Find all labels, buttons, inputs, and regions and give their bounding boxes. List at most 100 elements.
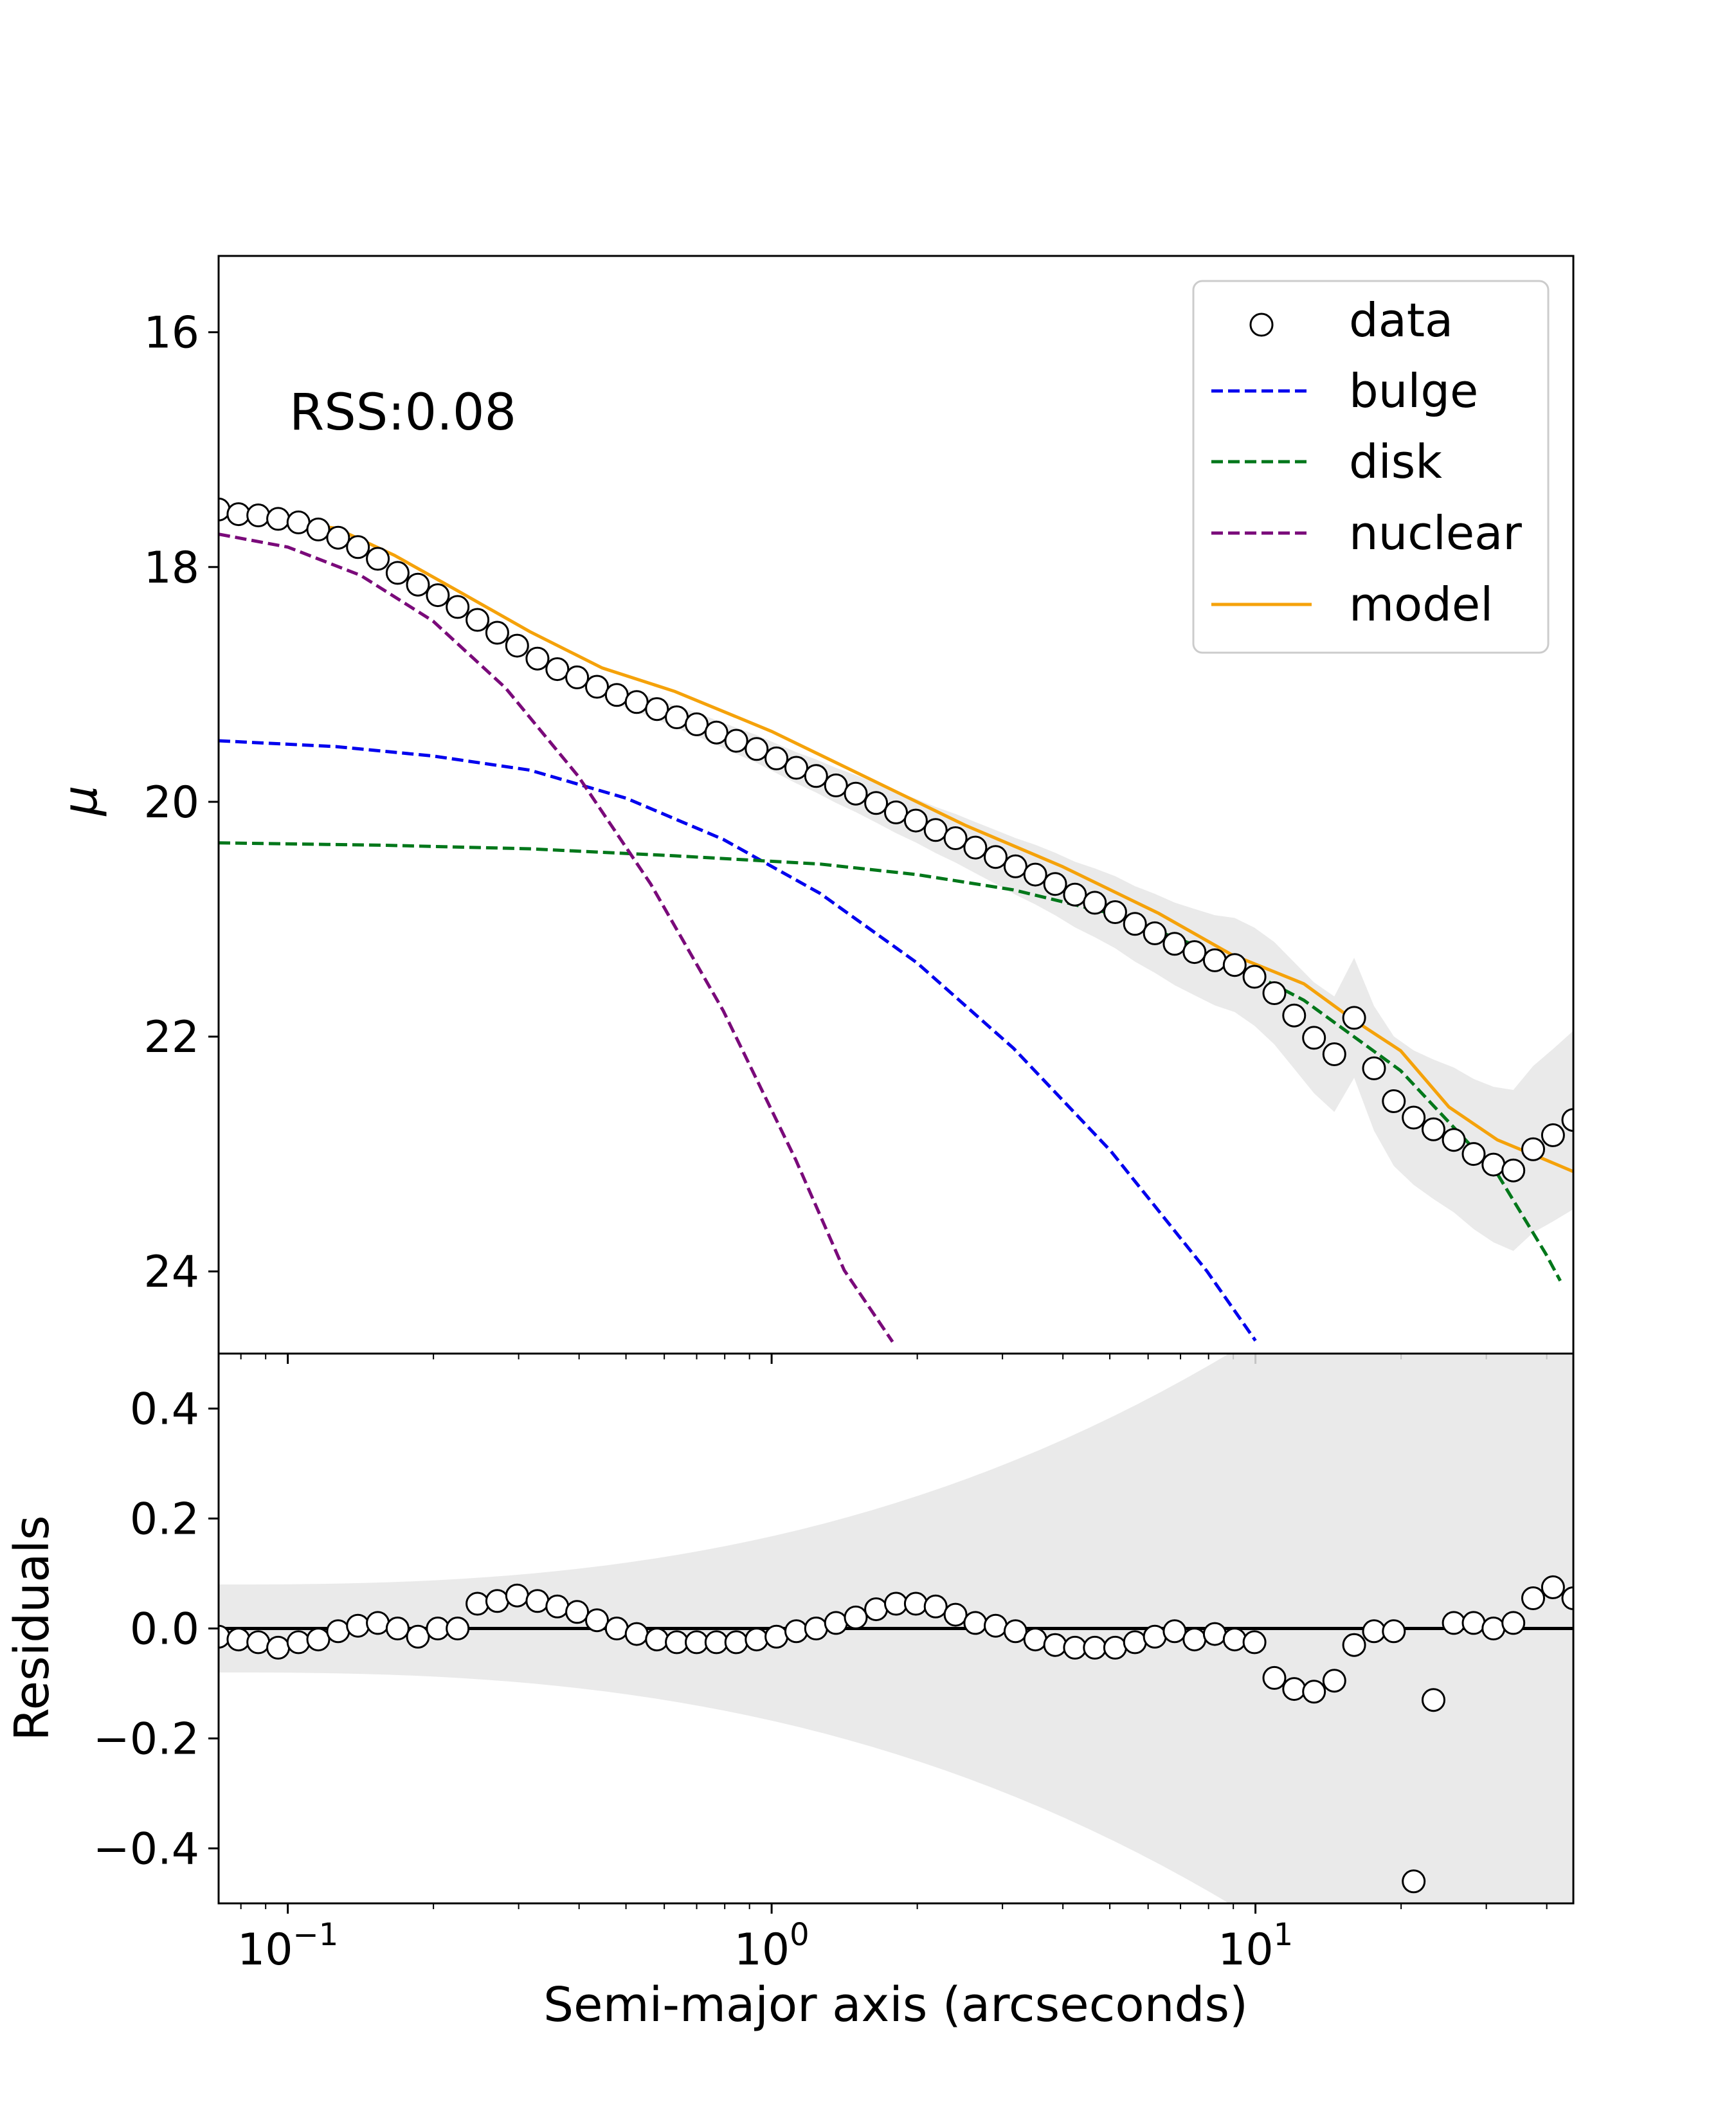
rss-annotation: RSS:0.08	[289, 384, 516, 442]
legend-data-marker	[1249, 313, 1274, 337]
residual-point	[824, 1611, 848, 1635]
data-point	[685, 712, 709, 736]
data-point	[346, 535, 370, 559]
residual-point	[1362, 1619, 1386, 1644]
residual-point	[804, 1617, 828, 1640]
legend-label-data: data	[1349, 293, 1453, 347]
bottom-y-tick-label: 0.0	[130, 1604, 199, 1655]
residual-point	[286, 1630, 311, 1655]
nuclear-curve	[219, 532, 894, 1343]
data-point	[1382, 1089, 1406, 1113]
residual-point	[685, 1630, 709, 1655]
residual-point	[943, 1602, 968, 1627]
residual-point	[1402, 1869, 1426, 1894]
data-point	[884, 800, 908, 824]
data-point	[1043, 872, 1067, 896]
data-point	[724, 729, 748, 753]
data-point	[1322, 1042, 1346, 1066]
data-point	[645, 697, 669, 721]
residual-point	[1063, 1635, 1087, 1660]
data-point	[1063, 882, 1087, 907]
residual-point	[1083, 1635, 1107, 1660]
data-point	[1003, 854, 1027, 878]
x-axis-title: Semi-major axis (arcseconds)	[543, 1977, 1248, 2033]
data-point	[485, 621, 509, 645]
residual-point	[1242, 1630, 1267, 1655]
residual-point	[385, 1617, 410, 1640]
bottom-y-tick-label: −0.4	[93, 1824, 199, 1875]
top-band-area	[219, 505, 1573, 1251]
data-point	[1023, 862, 1047, 887]
data-point	[963, 835, 988, 860]
residual-point	[1382, 1619, 1406, 1644]
model-curve	[219, 514, 1573, 1174]
top-y-tick-label: 20	[143, 777, 199, 828]
data-point	[1461, 1142, 1486, 1166]
data-point	[923, 818, 948, 842]
data-point	[585, 675, 609, 699]
data-point	[545, 657, 570, 682]
residual-point	[485, 1589, 509, 1613]
residual-point	[1342, 1633, 1366, 1657]
top-y-ticks: 16 18 20 22 24	[143, 308, 219, 1298]
top-y-tick-label: 24	[143, 1247, 199, 1298]
residual-point	[1143, 1624, 1167, 1649]
legend-label-bulge: bulge	[1349, 364, 1478, 418]
data-point	[1123, 912, 1147, 936]
bottom-y-axis-title: Residuals	[5, 1515, 60, 1741]
data-point	[505, 633, 529, 658]
bulge-curve	[219, 739, 1257, 1342]
residual-point	[406, 1624, 430, 1649]
data-point	[624, 690, 649, 714]
data-point	[864, 791, 889, 815]
bottom-x-ticks: 10−1 100 101	[237, 1903, 1548, 1975]
residual-point	[525, 1589, 550, 1613]
residual-point	[1521, 1586, 1545, 1610]
data-point	[426, 583, 450, 608]
residual-point	[1442, 1611, 1466, 1635]
residual-point	[665, 1630, 689, 1655]
residual-point	[1043, 1633, 1067, 1657]
data-point	[1242, 965, 1267, 989]
data-point	[1103, 900, 1127, 924]
data-point	[784, 756, 808, 780]
data-point	[665, 705, 689, 729]
residual-point	[963, 1611, 988, 1635]
top-y-tick-label: 22	[143, 1012, 199, 1063]
data-point	[446, 595, 470, 619]
residual-point	[1561, 1586, 1573, 1610]
data-point	[525, 646, 550, 671]
data-point	[466, 608, 490, 632]
data-point	[1481, 1152, 1506, 1177]
residual-point	[366, 1611, 390, 1635]
x-tick-label: 101	[1218, 1917, 1293, 1975]
residual-point	[226, 1628, 251, 1652]
top-uncertainty-band	[219, 505, 1573, 1251]
data-point	[943, 826, 968, 850]
bottom-panel: 0.4 0.2 0.0 −0.2 −0.4 10−1 100 101 Residuals S…	[5, 1352, 1575, 2033]
residual-point	[844, 1605, 868, 1629]
residual-point	[346, 1613, 370, 1638]
legend-label-disk: disk	[1349, 435, 1442, 489]
data-point	[326, 525, 350, 550]
residual-point	[1461, 1611, 1486, 1635]
residual-point	[1422, 1688, 1445, 1712]
data-point	[565, 665, 590, 689]
data-point	[286, 510, 311, 534]
data-point	[1143, 921, 1167, 945]
data-point	[1282, 1003, 1307, 1028]
residual-point	[704, 1630, 728, 1655]
residual-point	[446, 1617, 470, 1640]
residual-point	[1282, 1677, 1307, 1701]
data-point	[1342, 1006, 1366, 1030]
residual-point	[724, 1630, 748, 1655]
data-point	[385, 561, 410, 585]
data-point	[1561, 1108, 1573, 1132]
residual-point	[1302, 1680, 1326, 1704]
residual-point	[645, 1628, 669, 1652]
residual-point	[1262, 1665, 1287, 1690]
data-point	[1521, 1137, 1545, 1161]
residual-point	[903, 1592, 928, 1616]
data-point	[266, 507, 291, 531]
